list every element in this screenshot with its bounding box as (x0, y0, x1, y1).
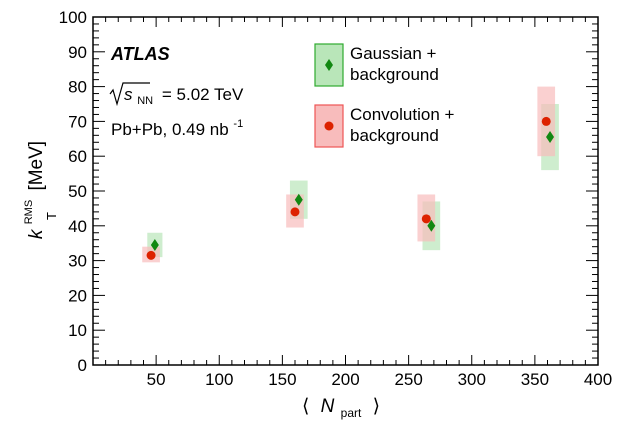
convolution-point (541, 116, 551, 126)
y-tick-label: 30 (68, 252, 87, 271)
y-axis-title-sub: T (44, 212, 59, 220)
legend-label-gaussian-1: Gaussian + (350, 44, 437, 63)
x-axis-title-sub: part (341, 406, 362, 420)
x-tick-label: 100 (205, 370, 233, 389)
x-tick-label: 250 (394, 370, 422, 389)
y-tick-label: 50 (68, 182, 87, 201)
axis-tick-labels: 50 100 150 200 250 300 350 400 0 10 20 30 40 50 60 70 80… (59, 8, 613, 389)
x-tick-label: 300 (458, 370, 486, 389)
data-markers (146, 116, 555, 260)
x-tick-label: 150 (268, 370, 296, 389)
energy-sqrt-sub: NN (137, 95, 153, 107)
y-tick-label: 20 (68, 286, 87, 305)
y-axis-title-unit: [MeV] (26, 141, 47, 191)
x-axis-title: ⟨ N part ⟩ (302, 396, 380, 422)
y-tick-label: 0 (78, 356, 87, 375)
convolution-point (421, 214, 431, 224)
x-axis-title-open: ⟨ (302, 396, 309, 417)
dataset-label: Pb+Pb, 0.49 nb -1 (111, 118, 243, 139)
y-tick-label: 40 (68, 217, 87, 236)
x-tick-label: 350 (521, 370, 549, 389)
y-tick-label: 70 (68, 112, 87, 131)
axis-ticks (93, 17, 598, 365)
legend-entry-convolution: Convolution + background (314, 104, 455, 148)
sqrt-sign (109, 82, 150, 107)
gaussian-point (150, 238, 159, 251)
x-tick-label: 400 (584, 370, 612, 389)
energy-sqrt-var: s (124, 85, 133, 104)
x-axis-title-main: N (321, 396, 335, 417)
dataset-sup: -1 (233, 118, 243, 130)
x-tick-label: 200 (331, 370, 359, 389)
y-tick-label: 90 (68, 43, 87, 62)
svg-text:k RMS [MeV]: k RMS [MeV] (16, 141, 47, 239)
y-axis-title-main: k (26, 228, 47, 239)
legend-marker-circle (324, 121, 334, 131)
y-tick-label: 100 (59, 8, 87, 27)
convolution-point (290, 207, 300, 217)
plot-frame (92, 16, 599, 366)
y-tick-label: 80 (68, 78, 87, 97)
dataset-text: Pb+Pb, 0.49 nb (111, 120, 229, 139)
energy-value: = 5.02 TeV (162, 85, 244, 104)
y-tick-label: 60 (68, 147, 87, 166)
gaussian-point (294, 193, 303, 206)
atlas-label: ATLAS (110, 44, 170, 64)
legend-label-convolution-1: Convolution + (350, 105, 455, 124)
gaussian-point (546, 131, 555, 144)
x-axis-title-close: ⟩ (373, 396, 380, 417)
legend: Gaussian + background Convolution + back… (314, 43, 455, 148)
legend-label-convolution-2: background (350, 126, 439, 145)
y-axis-title-sup: RMS (23, 200, 35, 224)
x-tick-label: 50 (147, 370, 166, 389)
convolution-point (146, 250, 156, 260)
y-axis-title: k RMS [MeV] T (16, 141, 59, 239)
legend-marker-diamond (325, 59, 333, 71)
gaussian-point (427, 219, 436, 232)
legend-label-gaussian-2: background (350, 65, 439, 84)
y-tick-label: 10 (68, 321, 87, 340)
legend-entry-gaussian: Gaussian + background (314, 43, 439, 87)
energy-label: s NN = 5.02 TeV (124, 85, 244, 108)
